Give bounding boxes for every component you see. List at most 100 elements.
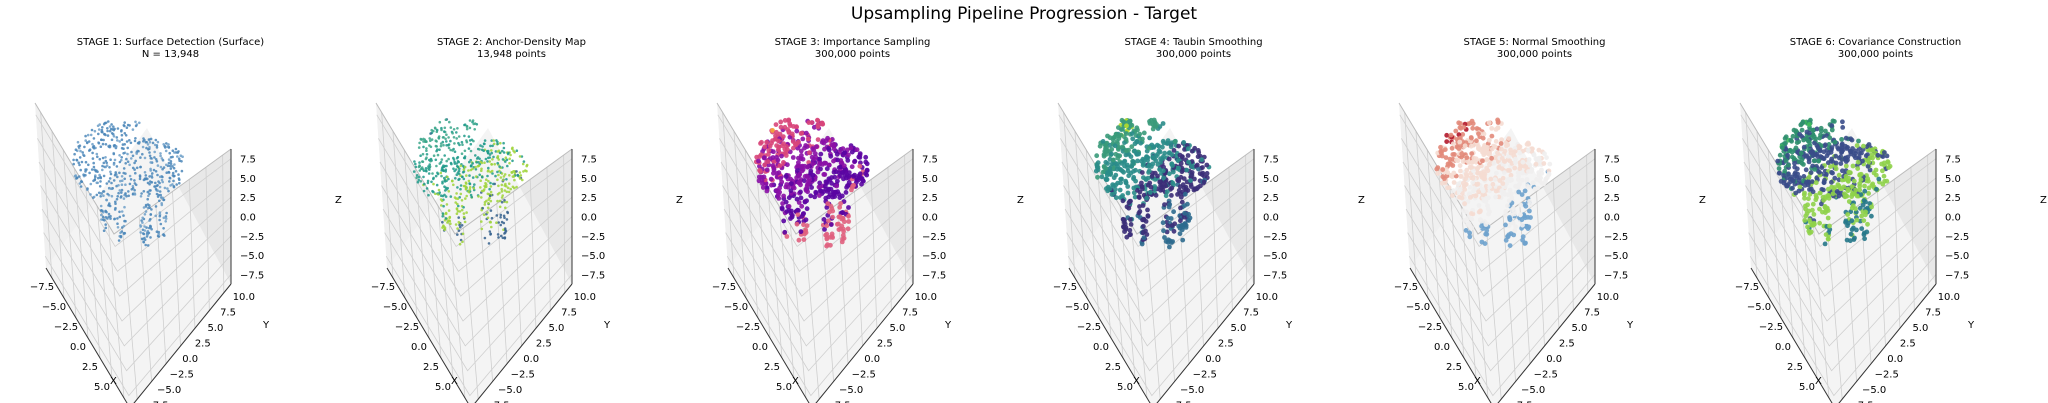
x-tick-label: −2.5 — [1077, 322, 1101, 333]
grid — [1740, 112, 1937, 400]
z-tick-label: 2.5 — [922, 193, 938, 204]
z-axis-label: Z — [1017, 195, 1024, 206]
y-tick-label: 2.5 — [1559, 338, 1575, 349]
z-tick-label: −5.0 — [581, 251, 605, 262]
point-cloud — [412, 118, 529, 246]
y-tick-label: −7.5 — [485, 400, 509, 403]
subplot-stage-5: STAGE 5: Normal Smoothing 300,000 points… — [1364, 0, 1706, 403]
axes-3d: −7.5 −5.0 −2.5 0.0 2.5 5.0 7.5 −7.5 −5.0 −2.5 0.0 2… — [1394, 102, 1706, 403]
z-axis-label: Z — [676, 195, 683, 206]
x-tick-label: −5.0 — [383, 302, 407, 313]
x-tick-label: −2.5 — [736, 322, 760, 333]
subplot-title: STAGE 3: Importance Sampling 300,000 poi… — [774, 37, 931, 60]
x-axis-line — [1750, 267, 1833, 403]
z-tick-label: 0.0 — [1263, 213, 1279, 224]
y-axis-line — [1838, 283, 1937, 403]
y-tick-label: 5.0 — [548, 323, 564, 334]
subplot-stage-2: STAGE 2: Anchor-Density Map 13,948 point… — [341, 0, 683, 403]
grid — [1399, 112, 1596, 400]
y-axis-label: Y — [262, 320, 270, 331]
z-tick-label: 7.5 — [1263, 155, 1279, 166]
box-edge — [34, 102, 232, 235]
x-axis-label: X — [1133, 376, 1140, 387]
z-tick-label: −7.5 — [1604, 270, 1628, 281]
x-tick-label: 0.0 — [70, 342, 86, 353]
z-tick-label: 5.0 — [922, 174, 938, 185]
z-axis-label: Z — [335, 195, 342, 206]
z-tick-label: 0.0 — [1945, 213, 1961, 224]
y-tick-label: 5.0 — [1571, 323, 1587, 334]
subplot-title: STAGE 1: Surface Detection (Surface) N =… — [76, 37, 265, 60]
z-tick-label: 2.5 — [1945, 193, 1961, 204]
axes-3d: −7.5 −5.0 −2.5 0.0 2.5 5.0 7.5 −7.5 −5.0 −2.5 0.0 2… — [371, 102, 683, 403]
axes-3d: −7.5 −5.0 −2.5 0.0 2.5 5.0 7.5 −7.5 −5.0 −2.5 0.0 2… — [1053, 102, 1365, 403]
y-axis-label: Y — [1285, 320, 1293, 331]
x-tick-label: 2.5 — [423, 362, 439, 373]
z-tick-label: −2.5 — [922, 232, 946, 243]
x-tick-label: −7.5 — [1735, 282, 1759, 293]
z-tick-label: 7.5 — [1604, 155, 1620, 166]
y-tick-label: 7.5 — [902, 307, 918, 318]
grid — [35, 112, 232, 400]
x-tick-label: 0.0 — [1093, 342, 1109, 353]
x-axis-label: X — [451, 376, 458, 387]
z-tick-label: 0.0 — [922, 213, 938, 224]
y-tick-label: 5.0 — [1912, 323, 1928, 334]
point-cloud — [72, 120, 184, 247]
y-tick-label: −7.5 — [826, 400, 850, 403]
y-tick-label: 0.0 — [182, 354, 198, 365]
y-axis-label: Y — [603, 320, 611, 331]
x-tick-label: 0.0 — [1434, 342, 1450, 353]
x-axis-label: X — [1815, 376, 1822, 387]
x-tick-label: 5.0 — [1799, 382, 1815, 393]
x-tick-label: 2.5 — [764, 362, 780, 373]
subplot-title: STAGE 2: Anchor-Density Map 13,948 point… — [436, 37, 586, 60]
y-tick-label: −5.0 — [839, 385, 863, 396]
x-tick-label: −7.5 — [371, 282, 395, 293]
x-axis-label: X — [792, 376, 799, 387]
subplot-title: STAGE 4: Taubin Smoothing 300,000 points — [1124, 37, 1263, 60]
x-tick-label: 2.5 — [1105, 362, 1121, 373]
x-tick-label: −5.0 — [1747, 302, 1771, 313]
point-cloud — [1434, 117, 1553, 249]
y-tick-label: −7.5 — [1167, 400, 1191, 403]
x-tick-label: 5.0 — [1117, 382, 1133, 393]
y-tick-label: −5.0 — [1180, 385, 1204, 396]
x-tick-label: −2.5 — [1418, 322, 1442, 333]
x-tick-label: 5.0 — [94, 382, 110, 393]
y-tick-label: 7.5 — [220, 307, 236, 318]
axes-3d: −7.5 −5.0 −2.5 0.0 2.5 5.0 7.5 −7.5 −5.0 −2.5 0.0 2… — [30, 102, 342, 403]
y-tick-label: −7.5 — [1849, 400, 1873, 403]
y-tick-label: −5.0 — [498, 385, 522, 396]
y-axis-line — [474, 283, 573, 403]
y-tick-label: 5.0 — [889, 323, 905, 334]
z-tick-label: −7.5 — [1263, 270, 1287, 281]
z-tick-label: 2.5 — [1604, 193, 1620, 204]
z-axis-label: Z — [1358, 195, 1365, 206]
z-tick-label: −5.0 — [1263, 251, 1287, 262]
x-tick-label: 5.0 — [776, 382, 792, 393]
x-tick-label: −7.5 — [1394, 282, 1418, 293]
x-tick-label: −2.5 — [54, 322, 78, 333]
y-tick-label: −2.5 — [170, 369, 194, 380]
point-cloud — [1775, 117, 1893, 247]
y-tick-label: 0.0 — [523, 354, 539, 365]
axes-3d: −7.5 −5.0 −2.5 0.0 2.5 5.0 7.5 −7.5 −5.0 −2.5 0.0 2… — [712, 102, 1024, 403]
z-tick-label: −5.0 — [1604, 251, 1628, 262]
x-tick-label: 5.0 — [1458, 382, 1474, 393]
x-axis-line — [1409, 267, 1492, 403]
x-tick-label: −7.5 — [1053, 282, 1077, 293]
y-tick-label: −5.0 — [157, 385, 181, 396]
y-tick-label: 5.0 — [207, 323, 223, 334]
y-tick-label: 10.0 — [1256, 292, 1278, 303]
subplot-stage-4: STAGE 4: Taubin Smoothing 300,000 points… — [1023, 0, 1365, 403]
y-tick-label: 0.0 — [1205, 354, 1221, 365]
y-axis-label: Y — [944, 320, 952, 331]
x-tick-label: −5.0 — [1406, 302, 1430, 313]
y-tick-label: 2.5 — [877, 338, 893, 349]
z-tick-label: −7.5 — [240, 270, 264, 281]
z-tick-label: 5.0 — [1945, 174, 1961, 185]
x-tick-label: −7.5 — [30, 282, 54, 293]
y-tick-label: −7.5 — [1508, 400, 1532, 403]
y-axis-line — [1497, 283, 1596, 403]
